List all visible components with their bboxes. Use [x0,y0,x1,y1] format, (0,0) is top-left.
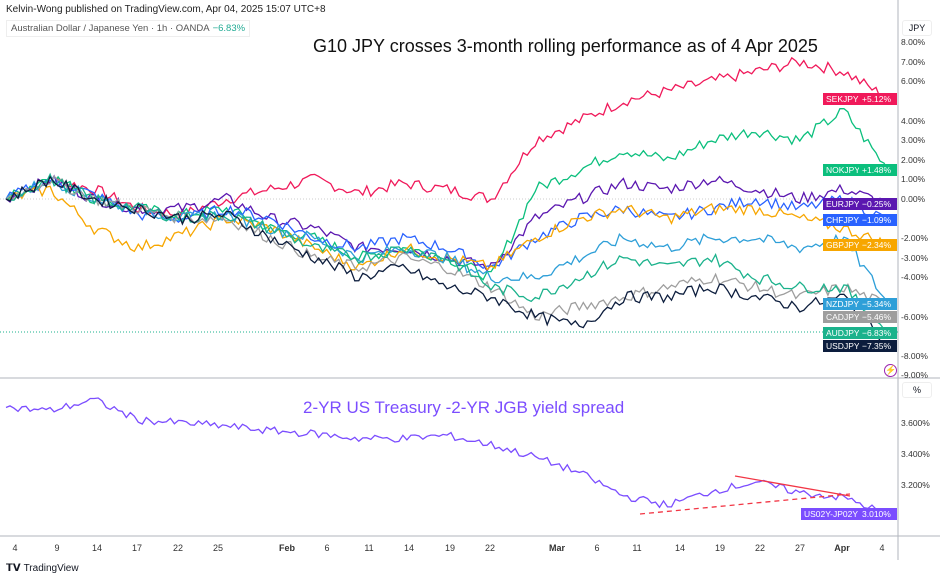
gbpjpy-tag[interactable]: GBPJPY −2.34% [823,238,897,251]
nzdjpy-tag[interactable]: NZDJPY −5.34% [823,297,897,310]
series-name: GBPJPY [823,238,860,251]
price-axis-tick-label: 8.00% [901,37,926,48]
usdjpy-tag[interactable]: USDJPY −7.35% [823,339,897,352]
unit-label-jpy[interactable]: JPY [902,20,932,36]
chart-title: G10 JPY crosses 3-month rolling performa… [313,36,818,56]
time-axis-label: 6 [594,543,600,553]
time-axis-label: 22 [172,543,184,553]
time-axis-label: 17 [131,543,143,553]
series-name: CADJPY [823,310,860,323]
series-name: NZDJPY [823,297,859,310]
time-axis-label: Mar [548,543,566,553]
spread-axis-tick-label: 3.400% [901,449,930,459]
series-name: EURJPY [823,197,860,210]
eurjpy-line [5,174,889,273]
sekjpy-line [5,56,889,221]
publisher-line: Kelvin-Wong published on TradingView.com… [6,4,326,15]
price-axis-tick-label: -6.00% [901,311,928,322]
time-axis-label: 19 [714,543,726,553]
series-last-value: −2.34% [859,238,897,251]
symbol-legend[interactable]: Australian Dollar / Japanese Yen · 1h · … [6,20,251,37]
price-axis-tick-label: -2.00% [901,233,928,244]
series-last-value: −0.25% [859,197,897,210]
price-axis-tick-label: -9.00% [901,370,928,381]
price-axis-tick-label: 7.00% [901,56,926,67]
series-name: NOKJPY [823,163,860,176]
series-last-value: −5.34% [859,297,897,310]
price-axis-tick-label: 6.00% [901,76,926,87]
spread-axis-tick-label: 3.600% [901,418,930,428]
tradingview-logo[interactable]: 𝗧𝗩 TradingView [6,563,79,574]
time-axis-label: 6 [324,543,330,553]
time-axis-label: 11 [632,543,642,553]
spread-title: 2-YR US Treasury -2-YR JGB yield spread [303,398,625,417]
time-axis-label: 14 [674,543,686,553]
symbol-name: Australian Dollar / Japanese Yen · 1h · … [11,23,210,34]
series-name: CHFJPY [823,214,859,227]
resistance-trendline[interactable] [734,475,851,497]
cadjpy-line [5,175,889,321]
time-axis-label: 14 [403,543,415,553]
time-axis-label: 4 [879,543,885,553]
spread-axis-tick-label: 3.200% [901,480,930,490]
sekjpy-tag[interactable]: SEKJPY +5.12% [823,92,897,105]
symbol-change: −6.83% [212,23,246,34]
support-trendline[interactable] [639,493,851,515]
series-last-value: +5.12% [859,92,897,105]
nzdjpy-line [5,173,889,305]
chfjpy-tag[interactable]: CHFJPY −1.09% [823,214,897,227]
nokjpy-tag[interactable]: NOKJPY +1.48% [823,163,897,176]
time-axis-label: Apr [834,543,850,553]
price-axis-tick-label: 0.00% [901,194,926,204]
lightning-icon[interactable]: ⚡ [884,364,897,377]
tv-icon: 𝗧𝗩 [6,563,21,574]
series-name: AUDJPY [823,326,860,339]
series-last-value: −1.09% [859,214,897,227]
brand-name: TradingView [23,563,79,574]
time-axis-label: 11 [364,543,374,553]
time-axis-label: 19 [444,543,456,553]
series-name: USDJPY [823,339,860,352]
time-axis-label: 27 [794,543,806,553]
eurjpy-tag[interactable]: EURJPY −0.25% [823,197,897,210]
audjpy-tag[interactable]: AUDJPY −6.83% [823,326,897,339]
time-axis-label: 22 [754,543,766,553]
price-axis-tick-label: 4.00% [901,115,926,126]
series-last-value: −7.35% [859,339,897,352]
price-axis-tick-label: -8.00% [901,350,928,361]
unit-label-percent[interactable]: % [902,382,932,398]
usdjpy-line [5,175,889,346]
yield-spread-line [5,397,889,515]
time-axis-label: 4 [12,543,18,553]
series-last-value: −5.46% [859,310,897,323]
cadjpy-tag[interactable]: CADJPY −5.46% [823,310,897,323]
series-last-value: −6.83% [859,326,897,339]
yield-spread-tag[interactable]: US02Y-JP02Y 3.010% [801,508,897,521]
price-axis-tick-label: 3.00% [901,135,926,146]
series-name: US02Y-JP02Y [801,508,859,521]
time-axis-label: 22 [484,543,496,553]
price-axis-tick-label: -3.00% [901,252,928,263]
time-axis-label: 9 [54,543,60,553]
series-name: SEKJPY [823,92,859,105]
series-last-value: 3.010% [859,508,897,521]
price-axis-tick-label: 2.00% [901,154,926,165]
price-axis-tick-label: 1.00% [901,174,926,185]
price-axis-tick-label: -4.00% [901,272,928,283]
time-axis-label: 14 [91,543,103,553]
series-last-value: +1.48% [859,163,897,176]
time-axis-label: Feb [278,543,296,553]
time-axis-label: 25 [212,543,224,553]
audjpy-line [5,172,889,334]
